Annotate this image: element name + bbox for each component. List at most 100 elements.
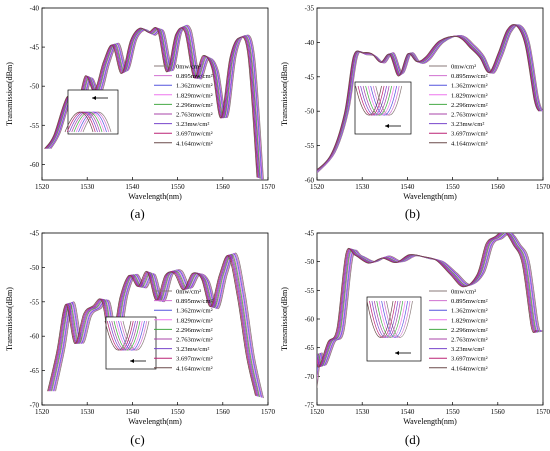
- series-line: [47, 255, 256, 396]
- y-tick-label: -65: [305, 344, 315, 352]
- inset-series-line: [360, 85, 387, 116]
- y-tick-label: -70: [305, 373, 315, 381]
- x-tick-label: 1550: [446, 183, 461, 191]
- y-axis-label: Transmission(dBm): [280, 287, 289, 351]
- legend-entry: 1.829mw/cm²: [176, 317, 213, 324]
- y-tick-label: -55: [30, 122, 40, 130]
- chart-c: 1520 1530 1540 1550 1560 1570 -70 -65 -60 -55 -50 -…: [5, 230, 276, 427]
- series-line: [317, 24, 543, 174]
- series-line: [51, 253, 260, 398]
- legend-entry: 0mw/cm²: [176, 64, 201, 71]
- x-tick-label: 1560: [491, 408, 506, 416]
- inset-series-line: [115, 320, 143, 351]
- inset-series-line: [371, 300, 399, 338]
- caption-b: (b): [404, 206, 421, 221]
- legend-entry: 2.296mw/cm²: [176, 327, 213, 334]
- y-tick-label: -60: [30, 333, 40, 341]
- panel-b: 1520 1530 1540 1550 1560 1570 -60 -55 -50 -45 -40 -…: [275, 0, 550, 225]
- inset-series-line: [367, 85, 395, 116]
- x-tick-label: 1530: [80, 183, 95, 191]
- y-tick-label: -60: [30, 161, 40, 169]
- x-tick-label: 1550: [171, 183, 186, 191]
- x-axis-label: Wavelength(nm): [128, 417, 182, 426]
- series-line: [317, 24, 543, 174]
- y-tick-label: -75: [305, 402, 315, 410]
- x-tick-label: 1520: [310, 408, 325, 416]
- y-tick-label: -60: [305, 316, 315, 324]
- y-tick-label: -40: [305, 39, 315, 47]
- x-tick-label: 1560: [491, 183, 506, 191]
- inset-series-line: [109, 320, 136, 351]
- inset-series-line: [372, 85, 400, 116]
- x-tick-label: 1560: [216, 408, 231, 416]
- y-tick-label: -55: [30, 298, 40, 306]
- legend-entry: 0mw/cm²: [176, 289, 201, 296]
- legend-entry: 3.697mw/cm²: [451, 131, 488, 138]
- inset-series-line: [365, 85, 392, 116]
- legend-entry: 2.763mw/cm²: [176, 337, 213, 344]
- inset-series-line: [120, 320, 148, 351]
- panel-d: 1520 1530 1540 1550 1560 1570 -75 -70 -65 -60 -55 -…: [275, 225, 550, 451]
- y-tick-label: -65: [30, 367, 40, 375]
- series-line: [317, 24, 540, 171]
- inset-series-line: [362, 85, 390, 116]
- x-axis-label: Wavelength(nm): [403, 417, 457, 426]
- inset-series-line: [386, 300, 413, 338]
- series-line: [53, 253, 262, 398]
- x-tick-label: 1570: [261, 408, 275, 416]
- chart-d: 1520 1530 1540 1550 1560 1570 -75 -70 -65 -60 -55 -…: [280, 230, 550, 427]
- inset-series-line: [104, 320, 132, 351]
- legend-entry: 2.296mw/cm²: [176, 102, 213, 109]
- x-axis-label: Wavelength(nm): [403, 192, 457, 201]
- series-line: [48, 254, 257, 397]
- legend-entry: 1.362mw/cm²: [176, 308, 213, 315]
- caption-d: (d): [404, 432, 421, 447]
- series-line: [49, 254, 258, 397]
- legend-entry: 2.763mw/cm²: [451, 112, 488, 119]
- x-tick-label: 1520: [310, 183, 325, 191]
- series-group: [317, 233, 543, 388]
- y-tick-label: -50: [30, 264, 40, 272]
- inset-series-line: [378, 300, 406, 338]
- inset-series-line: [370, 85, 398, 116]
- y-tick-label: -50: [305, 108, 315, 116]
- legend-entry: 1.829mw/cm²: [176, 92, 213, 99]
- legend-entry: 3.23mw/cm²: [451, 121, 484, 128]
- legend-entry: 0mw/cm²: [451, 289, 476, 296]
- series-line: [52, 253, 261, 398]
- series-group: [47, 252, 264, 399]
- x-tick-label: 1540: [400, 183, 415, 191]
- x-tick-label: 1540: [125, 408, 140, 416]
- y-axis-label: Transmission(dBm): [280, 62, 289, 126]
- legend-entry: 2.763mw/cm²: [176, 112, 213, 119]
- inset-series-line: [383, 300, 411, 338]
- series-line: [44, 27, 258, 178]
- legend-entry: 4.164mw/cm²: [451, 140, 488, 147]
- x-tick-label: 1550: [446, 408, 461, 416]
- legend-entry: 2.296mw/cm²: [451, 102, 488, 109]
- inset-series-line: [355, 85, 382, 116]
- x-tick-label: 1550: [171, 408, 186, 416]
- y-axis-label: Transmission(dBm): [5, 287, 14, 351]
- y-tick-label: -45: [30, 230, 40, 238]
- legend-entry: 0.895mw/cm²: [176, 73, 213, 80]
- legend-entry: 1.362mw/cm²: [176, 83, 213, 90]
- inset-series-line: [111, 320, 139, 351]
- series-group: [317, 24, 543, 174]
- y-tick-label: -45: [305, 230, 315, 238]
- x-tick-label: 1520: [35, 408, 50, 416]
- legend-entry: 2.763mw/cm²: [451, 337, 488, 344]
- legend-entry: 0mw/cm²: [451, 64, 476, 71]
- series-line: [317, 233, 537, 368]
- legend-entry: 1.362mw/cm²: [451, 308, 488, 315]
- inset-series-line: [366, 300, 394, 338]
- x-tick-label: 1570: [261, 183, 275, 191]
- x-tick-label: 1570: [536, 183, 550, 191]
- inset-series-line: [373, 300, 401, 338]
- plot-frame: [316, 7, 544, 181]
- legend-entry: 3.697mw/cm²: [451, 356, 488, 363]
- legend-entry: 3.23mw/cm²: [176, 346, 209, 353]
- y-tick-label: -50: [305, 258, 315, 266]
- series-group: [44, 24, 264, 180]
- x-tick-label: 1530: [355, 183, 370, 191]
